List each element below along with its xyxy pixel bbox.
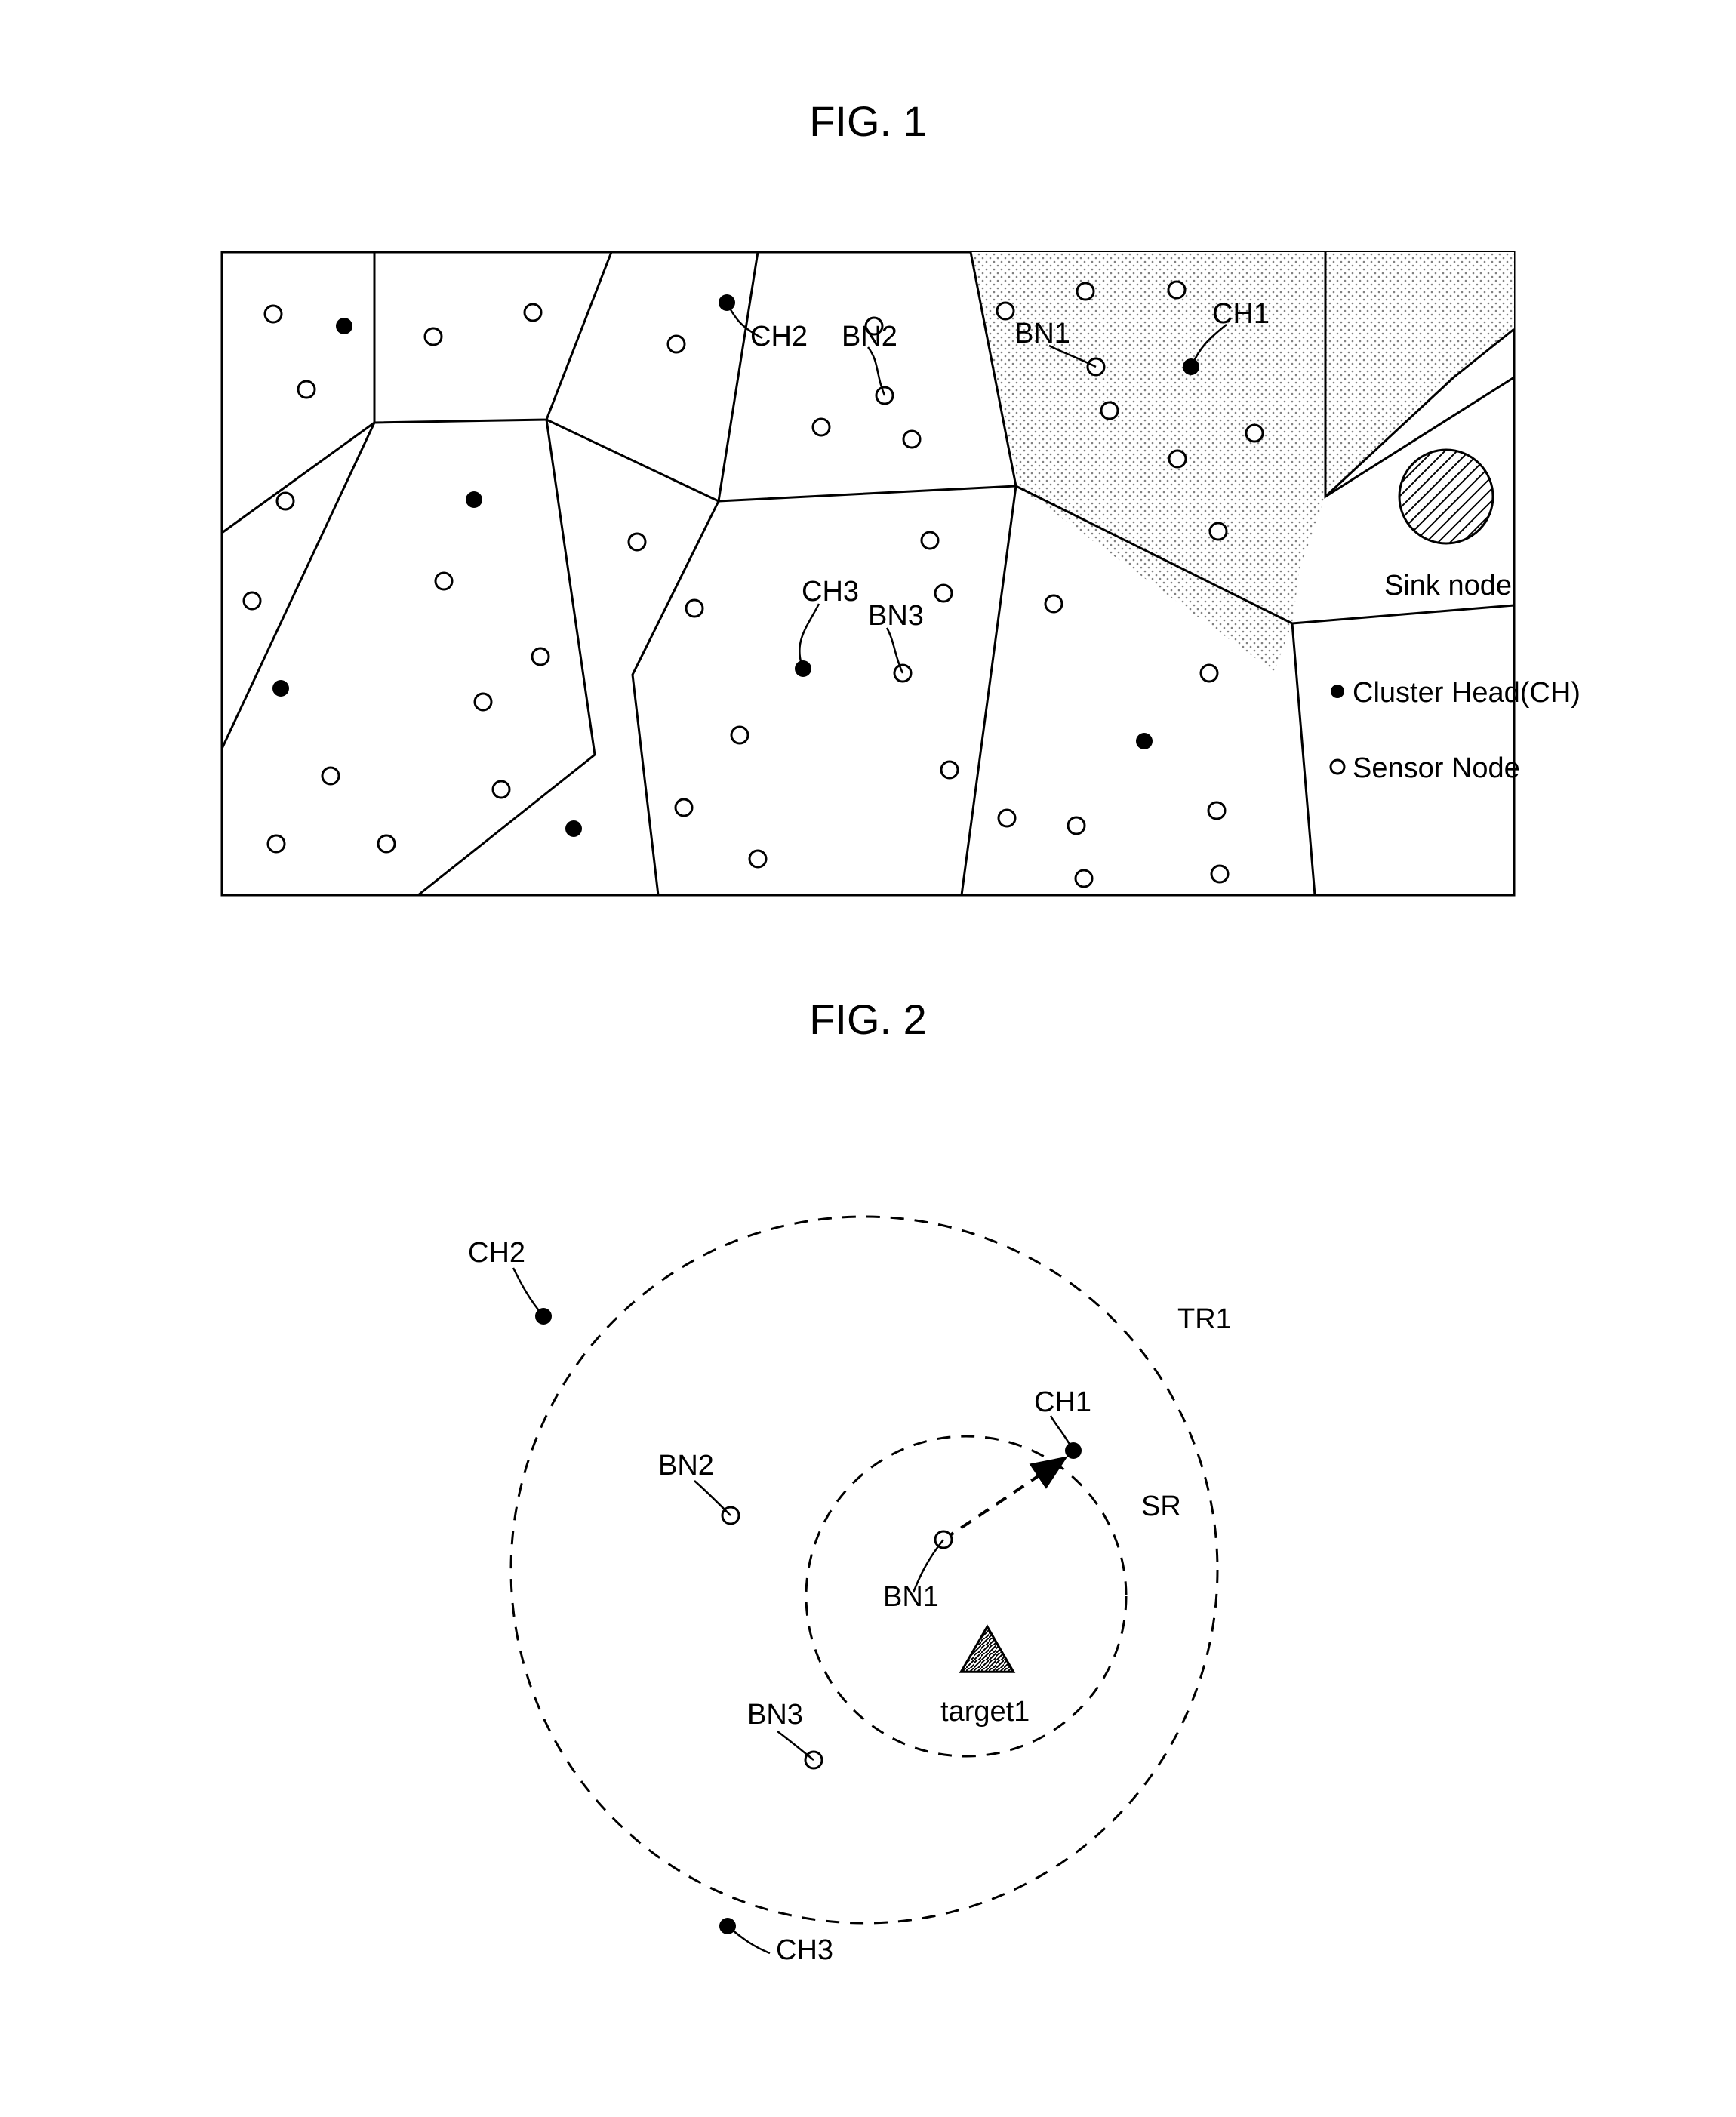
cluster-boundary <box>1292 605 1514 623</box>
cluster-head-node <box>272 680 289 697</box>
sensor-node <box>265 306 282 322</box>
sensor-node <box>277 493 294 509</box>
legend-sn-marker <box>1331 760 1344 774</box>
label-bn1: BN1 <box>1014 318 1070 349</box>
sensor-node <box>378 835 395 852</box>
label-ch3: CH3 <box>802 576 859 608</box>
sensor-node <box>731 727 748 743</box>
sink-node-label: Sink node <box>1384 570 1512 602</box>
cluster-boundary <box>222 423 374 749</box>
sensor-node <box>1208 802 1225 819</box>
sensor-node <box>475 694 491 710</box>
figure-2: FIG. 2 TR1 SR CH1 CH2 CH3 BN1 BN2 BN3 target1 <box>468 995 1232 1966</box>
sensor-node <box>1211 866 1228 882</box>
legend-ch-marker <box>1331 685 1344 698</box>
sensor-node <box>532 648 549 665</box>
sensor-node <box>997 303 1014 319</box>
legend-ch-label: Cluster Head(CH) <box>1353 677 1581 709</box>
cluster-boundary <box>374 252 611 423</box>
sensor-node <box>749 851 766 867</box>
cluster-head-node <box>336 318 352 334</box>
label-bn3: BN3 <box>747 1699 803 1731</box>
cluster-boundary <box>962 486 1016 895</box>
sensor-node <box>525 304 541 321</box>
sensor-node <box>493 781 509 798</box>
target-marker <box>961 1626 1013 1672</box>
label-ch1: CH1 <box>1034 1386 1091 1418</box>
cluster-head-node <box>466 491 482 508</box>
sensor-node <box>322 768 339 784</box>
label-ch2: CH2 <box>750 321 808 352</box>
cluster-head-node <box>1136 733 1153 749</box>
sensor-node <box>244 592 260 609</box>
transmission-range-circle <box>511 1217 1217 1923</box>
sink-node <box>1399 450 1493 543</box>
sensor-node <box>922 532 938 549</box>
sensor-node <box>1210 523 1227 540</box>
sensor-node <box>268 835 285 852</box>
sensor-node <box>903 431 920 448</box>
label-tr1: TR1 <box>1177 1303 1232 1335</box>
label-target1: target1 <box>940 1696 1030 1728</box>
fig2-title: FIG. 2 <box>809 995 927 1043</box>
sensor-node <box>1201 665 1217 682</box>
fig1-title: FIG. 1 <box>809 97 927 145</box>
sensor-node <box>813 419 830 435</box>
sensor-node <box>686 600 703 617</box>
sensor-node <box>298 381 315 398</box>
label-ch2: CH2 <box>468 1237 525 1269</box>
cluster-boundary <box>1292 623 1315 895</box>
cluster-boundary <box>546 252 758 501</box>
figure-1: FIG. 1 Sink node Cluster Head(CH) Sensor No… <box>222 97 1581 895</box>
label-bn3: BN3 <box>868 600 924 632</box>
sensor-node <box>1101 402 1118 419</box>
cluster-boundary <box>719 252 1016 501</box>
sensor-node <box>629 534 645 550</box>
sensor-node <box>436 573 452 589</box>
sensor-node <box>1169 451 1186 467</box>
label-sr: SR <box>1141 1491 1181 1522</box>
sensor-node <box>1068 817 1085 834</box>
cluster-head-node <box>565 820 582 837</box>
sensor-node <box>935 585 952 602</box>
sensor-node <box>1045 595 1062 612</box>
cluster-boundary <box>633 501 719 895</box>
label-bn1: BN1 <box>883 1581 939 1613</box>
sensor-node <box>425 328 442 345</box>
sensor-node <box>941 762 958 778</box>
label-ch3: CH3 <box>776 1934 833 1966</box>
sensor-node <box>1246 425 1263 442</box>
sensor-node <box>1076 870 1092 887</box>
arrow-bn1-to-ch1 <box>943 1460 1063 1540</box>
label-ch1: CH1 <box>1212 298 1270 330</box>
sensor-node <box>676 799 692 816</box>
legend-sn-label: Sensor Node <box>1353 752 1520 784</box>
sensor-node <box>1168 282 1185 298</box>
label-bn2: BN2 <box>658 1450 714 1482</box>
sensor-node <box>999 810 1015 826</box>
sensor-node <box>1077 283 1094 300</box>
sensor-node <box>668 336 685 352</box>
label-bn2: BN2 <box>842 321 897 352</box>
